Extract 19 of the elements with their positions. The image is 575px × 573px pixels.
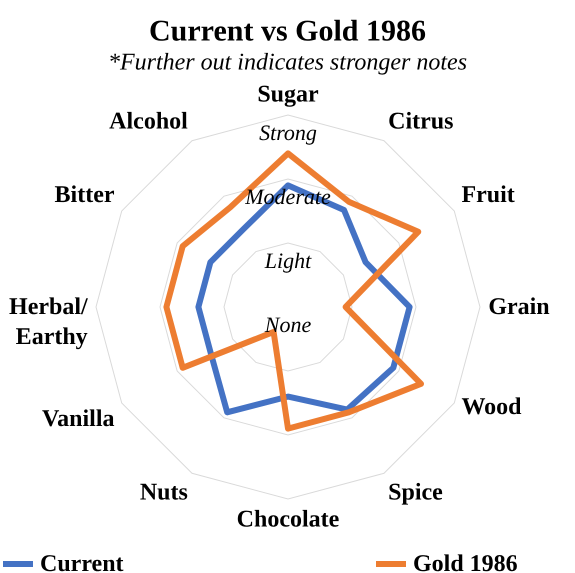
- chart-title: Current vs Gold 1986: [149, 14, 426, 48]
- spoke-label: Bitter: [54, 182, 115, 208]
- spoke-label: Grain: [488, 294, 550, 320]
- legend-label: Current: [40, 551, 124, 573]
- spoke-label: Spice: [388, 479, 444, 506]
- spoke-label: Citrus: [388, 108, 454, 135]
- legend-label: Gold 1986: [413, 551, 518, 573]
- spoke-label: Alcohol: [109, 108, 188, 135]
- y-tick-label: Light: [264, 248, 312, 273]
- spoke-label: Herbal/Earthy: [9, 294, 88, 350]
- spoke-label: Sugar: [257, 82, 320, 108]
- spoke-label: Chocolate: [236, 506, 340, 532]
- y-tick-label: None: [264, 312, 312, 337]
- spoke-label: Vanilla: [42, 406, 115, 432]
- spoke-label: Wood: [461, 394, 522, 420]
- spoke-label: Fruit: [461, 182, 515, 208]
- spoke-label: Nuts: [140, 479, 188, 506]
- chart-subtitle: *Further out indicates stronger notes: [108, 50, 468, 76]
- y-tick-label: Strong: [259, 120, 317, 145]
